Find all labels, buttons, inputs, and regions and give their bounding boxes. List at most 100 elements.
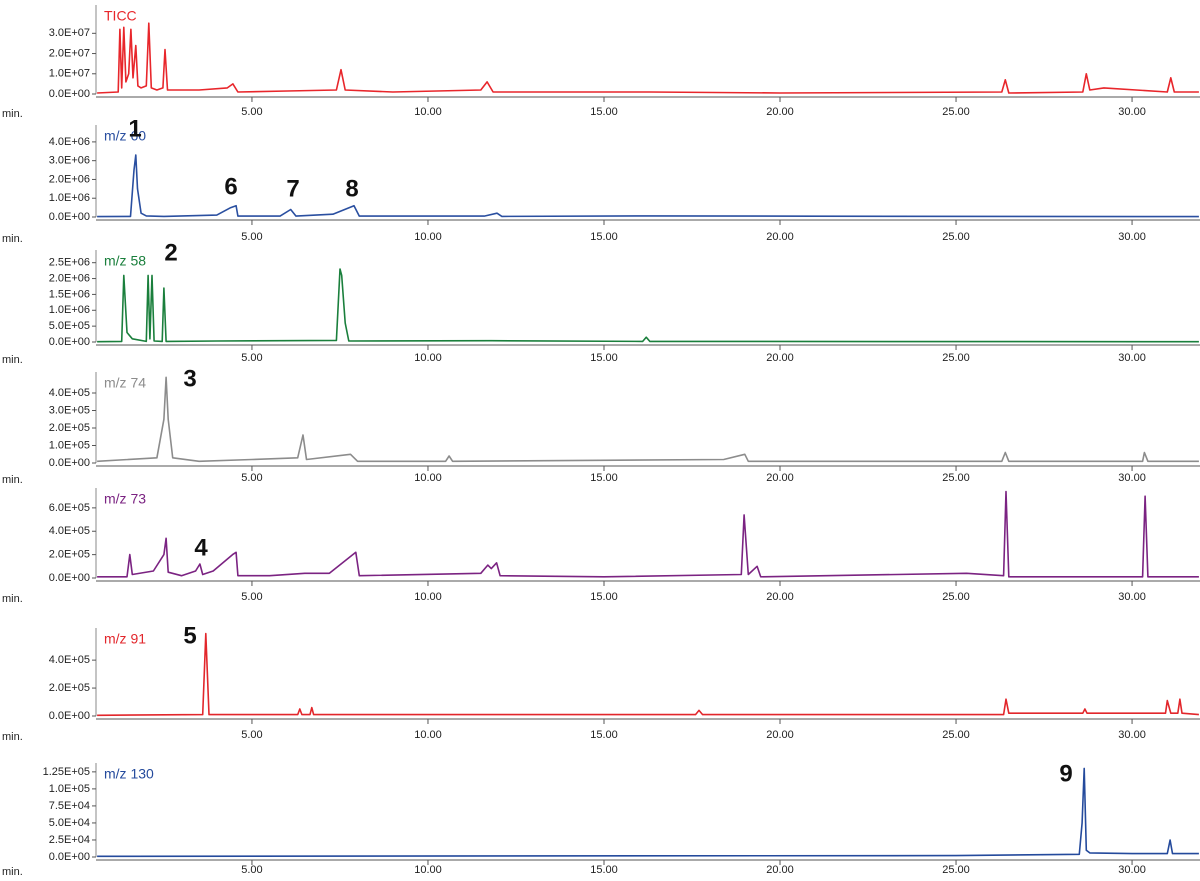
y-tick-label: 1.0E+06 — [49, 192, 90, 204]
y-tick-label: 4.0E+05 — [49, 387, 90, 399]
y-tick-label: 1.0E+05 — [49, 783, 90, 795]
legend-label: m/z 73 — [104, 491, 146, 507]
y-tick-label: 7.5E+04 — [49, 800, 90, 812]
x-tick-label: 30.00 — [1118, 106, 1146, 118]
y-tick-label: 0.0E+00 — [49, 572, 90, 584]
y-tick-label: 2.0E+06 — [49, 173, 90, 185]
x-tick-label: 15.00 — [590, 591, 618, 603]
x-tick-label: 25.00 — [942, 472, 970, 484]
y-tick-label: 2.5E+04 — [49, 834, 90, 846]
x-tick-label: 5.00 — [241, 352, 262, 364]
peak-annotation: 7 — [286, 175, 299, 202]
x-axis-label: min. — [2, 866, 23, 878]
x-tick-label: 30.00 — [1118, 472, 1146, 484]
x-tick-label: 15.00 — [590, 472, 618, 484]
x-tick-label: 15.00 — [590, 729, 618, 741]
y-tick-label: 0.0E+00 — [49, 211, 90, 223]
x-tick-label: 5.00 — [241, 106, 262, 118]
x-tick-label: 30.00 — [1118, 864, 1146, 876]
y-tick-label: 2.5E+06 — [49, 257, 90, 269]
peak-annotation: 6 — [224, 173, 237, 200]
peak-annotation: 5 — [183, 622, 196, 649]
x-tick-label: 10.00 — [414, 729, 442, 741]
y-tick-label: 0.0E+00 — [49, 88, 90, 100]
peak-annotation: 3 — [183, 365, 196, 392]
y-tick-label: 3.0E+07 — [49, 27, 90, 39]
x-tick-label: 5.00 — [241, 591, 262, 603]
y-tick-label: 4.0E+05 — [49, 525, 90, 537]
peak-annotation: 4 — [194, 534, 208, 561]
series-line — [97, 767, 1199, 858]
legend-label: m/z 74 — [104, 375, 146, 391]
x-tick-label: 25.00 — [942, 352, 970, 364]
x-tick-label: 5.00 — [241, 472, 262, 484]
x-tick-label: 30.00 — [1118, 729, 1146, 741]
x-tick-label: 5.00 — [241, 231, 262, 243]
x-tick-label: 10.00 — [414, 106, 442, 118]
x-tick-label: 10.00 — [414, 591, 442, 603]
y-tick-label: 2.0E+06 — [49, 272, 90, 284]
y-tick-label: 0.0E+00 — [49, 710, 90, 722]
x-tick-label: 30.00 — [1118, 231, 1146, 243]
x-tick-label: 10.00 — [414, 352, 442, 364]
x-axis-label: min. — [2, 108, 23, 120]
y-tick-label: 1.0E+05 — [49, 439, 90, 451]
legend-label: m/z 91 — [104, 631, 146, 647]
x-axis-label: min. — [2, 233, 23, 245]
x-axis-label: min. — [2, 731, 23, 743]
series-line — [97, 376, 1199, 463]
x-tick-label: 25.00 — [942, 729, 970, 741]
x-tick-label: 15.00 — [590, 231, 618, 243]
x-tick-label: 30.00 — [1118, 352, 1146, 364]
x-tick-label: 15.00 — [590, 352, 618, 364]
x-tick-label: 15.00 — [590, 864, 618, 876]
y-tick-label: 2.0E+05 — [49, 682, 90, 694]
y-tick-label: 1.5E+06 — [49, 288, 90, 300]
peak-annotation: 8 — [345, 175, 358, 202]
y-tick-label: 2.0E+07 — [49, 47, 90, 59]
series-line — [97, 268, 1199, 343]
x-tick-label: 10.00 — [414, 472, 442, 484]
y-tick-label: 3.0E+06 — [49, 155, 90, 167]
x-tick-label: 25.00 — [942, 231, 970, 243]
x-tick-label: 5.00 — [241, 729, 262, 741]
x-tick-label: 20.00 — [766, 591, 794, 603]
x-axis-label: min. — [2, 354, 23, 366]
y-tick-label: 2.0E+05 — [49, 422, 90, 434]
y-tick-label: 3.0E+05 — [49, 404, 90, 416]
y-tick-label: 4.0E+06 — [49, 136, 90, 148]
y-tick-label: 0.0E+00 — [49, 336, 90, 348]
y-tick-label: 4.0E+05 — [49, 654, 90, 666]
series-line — [97, 632, 1199, 717]
x-tick-label: 20.00 — [766, 729, 794, 741]
x-tick-label: 5.00 — [241, 864, 262, 876]
y-tick-label: 2.0E+05 — [49, 549, 90, 561]
y-tick-label: 0.0E+00 — [49, 851, 90, 863]
series-line — [97, 22, 1199, 94]
x-tick-label: 30.00 — [1118, 591, 1146, 603]
legend-label: TICC — [104, 8, 137, 24]
legend-label: m/z 58 — [104, 253, 146, 269]
peak-annotation: 2 — [164, 239, 177, 266]
series-line — [97, 154, 1199, 218]
x-tick-label: 20.00 — [766, 472, 794, 484]
peak-annotation: 1 — [128, 115, 141, 142]
x-tick-label: 20.00 — [766, 106, 794, 118]
x-tick-label: 10.00 — [414, 231, 442, 243]
x-tick-label: 10.00 — [414, 864, 442, 876]
y-tick-label: 5.0E+05 — [49, 320, 90, 332]
x-tick-label: 25.00 — [942, 106, 970, 118]
peak-annotation: 9 — [1059, 760, 1072, 787]
x-tick-label: 25.00 — [942, 591, 970, 603]
y-tick-label: 0.0E+00 — [49, 457, 90, 469]
x-tick-label: 20.00 — [766, 231, 794, 243]
x-axis-label: min. — [2, 593, 23, 605]
y-tick-label: 6.0E+05 — [49, 502, 90, 514]
x-tick-label: 20.00 — [766, 352, 794, 364]
y-tick-label: 1.0E+07 — [49, 68, 90, 80]
x-tick-label: 15.00 — [590, 106, 618, 118]
x-tick-label: 25.00 — [942, 864, 970, 876]
x-tick-label: 20.00 — [766, 864, 794, 876]
legend-label: m/z 60 — [104, 128, 146, 144]
